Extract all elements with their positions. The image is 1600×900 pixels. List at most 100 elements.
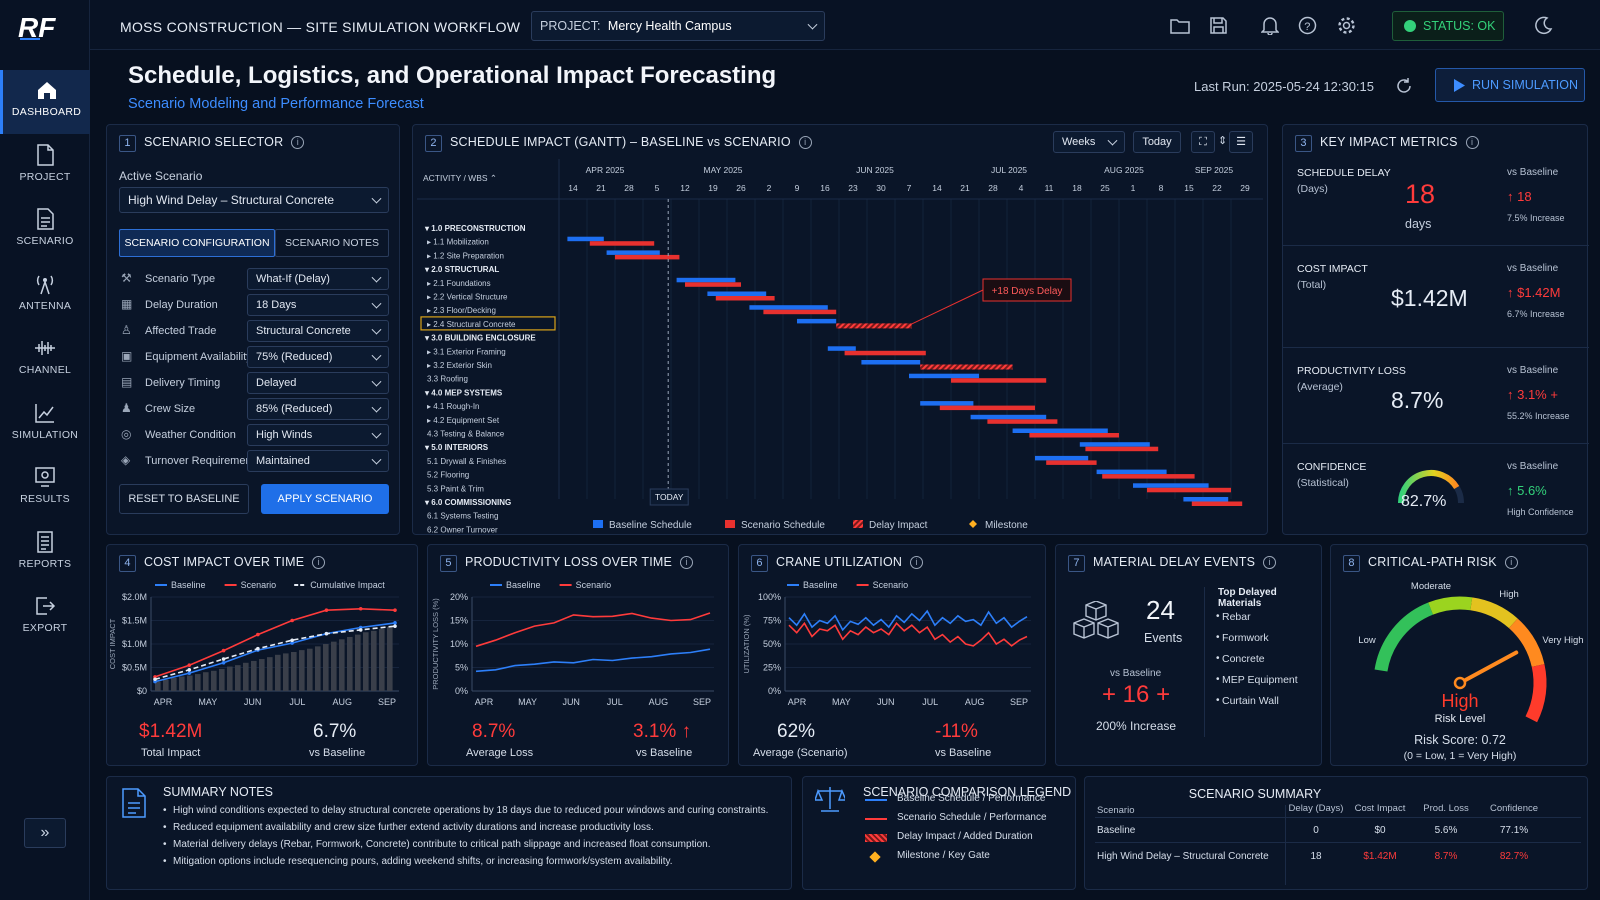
fullscreen-icon[interactable]: ⛶ — [1191, 131, 1215, 153]
delay-impact-bar[interactable] — [836, 323, 912, 329]
info-icon[interactable]: i — [1263, 556, 1277, 569]
info-icon[interactable]: i — [1465, 136, 1479, 149]
scenario-bar[interactable] — [615, 254, 680, 260]
tab-scenario-configuration[interactable]: SCENARIO CONFIGURATION — [119, 229, 275, 257]
info-icon[interactable]: i — [291, 136, 305, 149]
gantt-row-label[interactable]: ▾ 6.0 COMMISSIONING — [424, 498, 511, 507]
baseline-bar[interactable] — [970, 414, 1047, 420]
scenario-bar[interactable] — [987, 419, 1058, 424]
scenario-bar[interactable] — [1046, 460, 1097, 465]
gantt-row-label[interactable]: ▾ 1.0 PRECONSTRUCTION — [424, 224, 526, 233]
gantt-row-label[interactable]: 6.2 Owner Turnover — [427, 525, 498, 534]
info-icon[interactable]: i — [798, 136, 812, 149]
scenario-bar[interactable] — [589, 241, 655, 246]
nav-item-project[interactable]: PROJECT — [0, 135, 90, 199]
field-select-turnover-requirement[interactable]: Maintained — [247, 450, 389, 472]
gantt-row-label[interactable]: ▸ 1.2 Site Preparation — [427, 251, 504, 260]
info-icon[interactable]: i — [1504, 556, 1518, 569]
gantt-row-label[interactable]: 5.2 Flooring — [427, 471, 469, 480]
today-button[interactable]: Today — [1133, 131, 1181, 153]
gantt-row-label[interactable]: 5.1 Drywall & Finishes — [427, 457, 506, 466]
field-select-crew-size[interactable]: 85% (Reduced) — [247, 398, 389, 420]
gantt-row-label[interactable]: ▾ 4.0 MEP SYSTEMS — [424, 388, 503, 397]
scenario-bar[interactable] — [685, 282, 741, 287]
scenario-bar[interactable] — [844, 350, 926, 356]
expand-sidebar-button[interactable]: » — [24, 818, 66, 848]
gantt-row-label[interactable]: ▸ 3.1 Exterior Framing — [427, 347, 506, 356]
gantt-row-label[interactable]: 3.3 Roofing — [427, 375, 468, 384]
info-icon[interactable]: i — [910, 556, 924, 569]
baseline-bar[interactable] — [797, 318, 837, 324]
gantt-row-label[interactable]: ▸ 4.1 Rough-In — [427, 402, 480, 411]
baseline-bar[interactable] — [1183, 497, 1229, 502]
baseline-bar[interactable] — [707, 291, 767, 297]
baseline-bar[interactable] — [1133, 483, 1209, 488]
gantt-row-label[interactable]: ▸ 3.2 Exterior Skin — [427, 361, 492, 370]
gantt-row-label[interactable]: ▸ 4.2 Equipment Set — [427, 416, 500, 425]
delay-impact-bar[interactable] — [920, 364, 1013, 370]
project-selector[interactable]: PROJECT: Mercy Health Campus — [531, 11, 825, 41]
nav-item-dashboard[interactable]: DASHBOARD — [0, 70, 90, 134]
nav-item-channel[interactable]: CHANNEL — [0, 328, 90, 392]
scenario-bar[interactable] — [1029, 433, 1119, 438]
baseline-bar[interactable] — [827, 346, 856, 351]
gantt-row-label[interactable]: 5.3 Paint & Trim — [427, 484, 484, 493]
active-scenario-select[interactable]: High Wind Delay – Structural Concrete — [119, 187, 389, 213]
time-scale-select[interactable]: Weeks — [1053, 131, 1125, 153]
help-icon[interactable]: ? — [1298, 16, 1317, 35]
scenario-bar[interactable] — [1147, 487, 1231, 493]
reset-to-baseline-button[interactable]: RESET TO BASELINE — [119, 484, 249, 514]
field-select-delay-duration[interactable]: 18 Days — [247, 294, 389, 316]
gantt-row-label[interactable]: 4.3 Testing & Balance — [427, 430, 505, 439]
gantt-row-label[interactable]: ▾ 5.0 INTERIORS — [424, 443, 489, 452]
gantt-row-label[interactable]: ▸ 2.2 Vertical Structure — [427, 293, 508, 302]
list-view-icon[interactable]: ☰ — [1229, 131, 1253, 153]
baseline-bar[interactable] — [567, 236, 604, 242]
gantt-row-label[interactable]: ▸ 2.1 Foundations — [427, 279, 491, 288]
baseline-bar[interactable] — [1035, 455, 1089, 461]
gantt-row-label[interactable]: ▸ 1.1 Mobilization — [427, 238, 489, 247]
baseline-bar[interactable] — [861, 360, 921, 365]
nav-item-reports[interactable]: REPORTS — [0, 522, 90, 586]
nav-item-scenario[interactable]: SCENARIO — [0, 199, 90, 263]
baseline-bar[interactable] — [920, 401, 974, 406]
gantt-row-label[interactable]: ▸ 2.3 Floor/Decking — [427, 306, 496, 315]
scenario-bar[interactable] — [715, 296, 775, 301]
nav-item-antenna[interactable]: ANTENNA — [0, 264, 90, 328]
nav-item-results[interactable]: RESULTS — [0, 457, 90, 521]
baseline-bar[interactable] — [606, 250, 660, 255]
folder-icon[interactable] — [1170, 17, 1190, 35]
field-select-equipment-availability[interactable]: 75% (Reduced) — [247, 346, 389, 368]
baseline-bar[interactable] — [1012, 428, 1108, 434]
baseline-bar[interactable] — [676, 277, 736, 283]
scenario-bar[interactable] — [951, 378, 1047, 383]
baseline-bar[interactable] — [1079, 442, 1150, 447]
bell-icon[interactable] — [1261, 16, 1279, 35]
scenario-bar[interactable] — [1085, 446, 1159, 452]
save-icon[interactable] — [1209, 16, 1228, 35]
info-icon[interactable]: i — [312, 556, 326, 569]
baseline-bar[interactable] — [749, 305, 828, 310]
field-select-affected-trade[interactable]: Structural Concrete — [247, 320, 389, 342]
sort-icon[interactable]: ⇕ — [1218, 135, 1228, 147]
run-simulation-button[interactable]: RUN SIMULATION — [1435, 68, 1585, 102]
gear-icon[interactable] — [1337, 16, 1356, 35]
tab-scenario-notes[interactable]: SCENARIO NOTES — [275, 229, 389, 257]
baseline-bar[interactable] — [909, 373, 979, 379]
nav-item-export[interactable]: EXPORT — [0, 586, 90, 650]
field-select-scenario-type[interactable]: What-If (Delay) — [247, 268, 389, 290]
gantt-row-label[interactable]: 6.1 Systems Testing — [427, 512, 498, 521]
gantt-row-label[interactable]: ▾ 2.0 STRUCTURAL — [424, 265, 499, 274]
gantt-row-label[interactable]: ▾ 3.0 BUILDING ENCLOSURE — [424, 334, 536, 343]
scenario-bar[interactable] — [1102, 474, 1195, 479]
gantt-row-label[interactable]: ▸ 2.4 Structural Concrete — [427, 320, 516, 329]
field-select-weather-condition[interactable]: High Winds — [247, 424, 389, 446]
scenario-bar[interactable] — [1191, 501, 1243, 507]
refresh-icon[interactable] — [1395, 77, 1413, 95]
field-select-delivery-timing[interactable]: Delayed — [247, 372, 389, 394]
moon-icon[interactable] — [1534, 16, 1553, 35]
nav-item-simulation[interactable]: SIMULATION — [0, 393, 90, 457]
scenario-bar[interactable] — [939, 405, 1035, 411]
apply-scenario-button[interactable]: APPLY SCENARIO — [261, 484, 389, 514]
info-icon[interactable]: i — [680, 556, 694, 569]
